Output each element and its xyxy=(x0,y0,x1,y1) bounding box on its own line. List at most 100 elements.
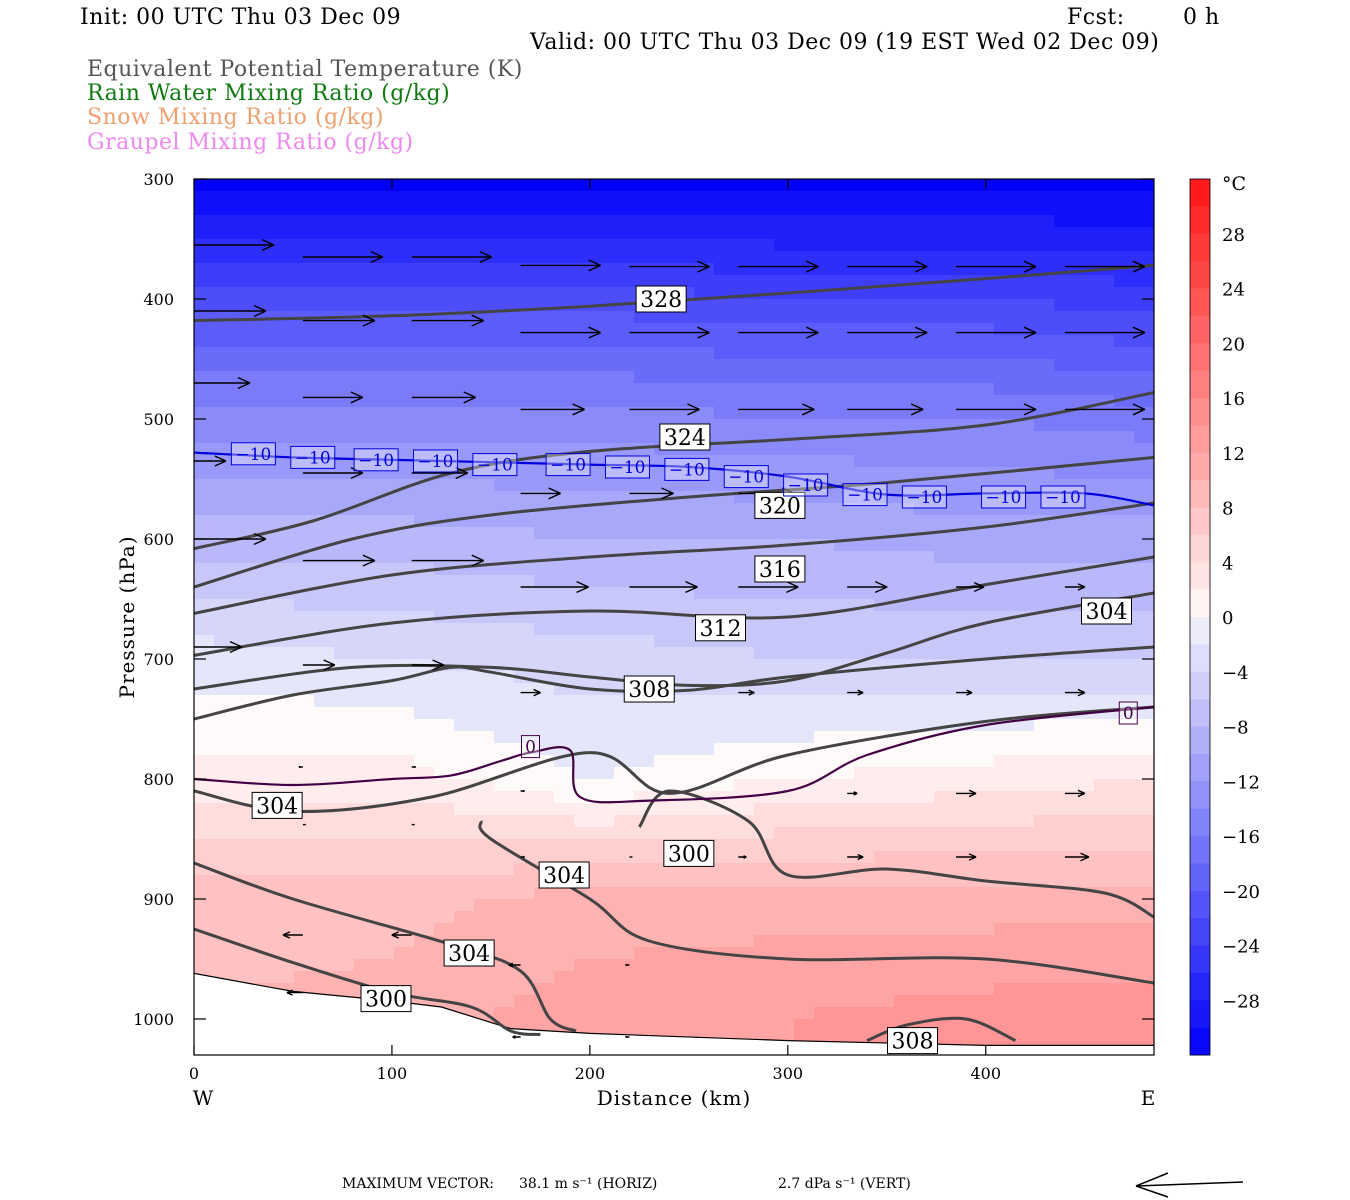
field-cell xyxy=(874,539,895,552)
field-cell xyxy=(494,623,515,636)
field-cell xyxy=(814,491,835,504)
field-cell xyxy=(974,695,995,708)
field-cell xyxy=(1134,779,1154,792)
field-cell xyxy=(1014,743,1035,756)
field-cell xyxy=(374,899,395,912)
field-cell xyxy=(414,755,435,768)
field-cell xyxy=(394,815,415,828)
field-cell xyxy=(794,923,815,936)
field-cell xyxy=(1054,863,1075,876)
field-cell xyxy=(294,431,315,444)
field-cell xyxy=(674,599,695,612)
field-cell xyxy=(694,1007,715,1020)
field-cell xyxy=(294,227,315,240)
field-cell xyxy=(914,899,935,912)
field-cell xyxy=(1114,623,1135,636)
field-cell xyxy=(454,911,475,924)
wind-vector xyxy=(302,314,376,327)
field-cell xyxy=(1074,863,1095,876)
field-cell xyxy=(574,287,595,300)
field-cell xyxy=(754,971,775,984)
field-cell xyxy=(414,179,435,192)
isotherm-line xyxy=(194,705,1154,804)
field-cell xyxy=(374,563,395,576)
field-cell xyxy=(654,719,675,732)
field-cell xyxy=(754,479,775,492)
field-cell xyxy=(1134,803,1154,816)
field-cell xyxy=(574,575,595,588)
field-cell xyxy=(214,923,235,936)
field-cell xyxy=(974,851,995,864)
field-cell xyxy=(1094,1031,1115,1044)
field-cell xyxy=(374,323,395,336)
field-cell xyxy=(334,347,355,360)
field-cell xyxy=(1094,191,1115,204)
field-cell xyxy=(594,311,615,324)
reference-vector-arrow xyxy=(1135,1172,1244,1198)
field-cell xyxy=(394,959,415,972)
field-cell xyxy=(374,863,395,876)
field-cell xyxy=(994,743,1015,756)
field-cell xyxy=(274,335,295,348)
field-cell xyxy=(394,215,415,228)
field-cell xyxy=(1114,371,1135,384)
field-cell xyxy=(314,815,335,828)
field-cell xyxy=(614,407,635,420)
field-cell xyxy=(1034,371,1055,384)
field-cell xyxy=(814,515,835,528)
field-cell xyxy=(914,779,935,792)
field-cell xyxy=(534,887,555,900)
field-cell xyxy=(274,503,295,516)
field-cell xyxy=(334,587,355,600)
field-cell xyxy=(754,251,775,264)
field-cell xyxy=(274,563,295,576)
field-cell xyxy=(334,959,355,972)
field-cell xyxy=(254,611,275,624)
field-cell xyxy=(414,971,435,984)
field-cell xyxy=(894,971,915,984)
field-cell xyxy=(714,503,735,516)
field-cell xyxy=(434,287,455,300)
colorbar-swatch xyxy=(1190,644,1210,673)
field-cell xyxy=(1034,983,1055,996)
field-cell xyxy=(1134,1031,1154,1044)
field-cell xyxy=(354,479,375,492)
field-cell xyxy=(894,383,915,396)
field-cell xyxy=(1054,431,1075,444)
field-cell xyxy=(594,587,615,600)
field-cell xyxy=(854,623,875,636)
field-cell xyxy=(574,971,595,984)
field-cell xyxy=(674,527,695,540)
field-cell xyxy=(254,431,275,444)
field-cell xyxy=(954,455,975,468)
field-cell xyxy=(1014,563,1035,576)
field-cell xyxy=(614,599,635,612)
field-cell xyxy=(214,359,235,372)
field-cell xyxy=(294,611,315,624)
field-cell xyxy=(394,383,415,396)
field-cell xyxy=(234,971,255,984)
forecast-hour: 0 h xyxy=(1183,5,1220,30)
field-cell xyxy=(294,911,315,924)
field-cell xyxy=(334,431,355,444)
colorbar-swatch xyxy=(1190,179,1210,207)
max-vector-horizontal: 38.1 m s⁻¹ (HORIZ) xyxy=(519,1176,658,1192)
field-cell xyxy=(654,263,675,276)
field-cell xyxy=(294,827,315,840)
colorbar-label: 8 xyxy=(1222,499,1233,520)
field-cell xyxy=(354,227,375,240)
field-cell xyxy=(294,755,315,768)
field-cell xyxy=(494,479,515,492)
field-cell xyxy=(1034,887,1055,900)
field-cell xyxy=(394,851,415,864)
field-cell xyxy=(394,263,415,276)
field-cell xyxy=(354,419,375,432)
field-cell xyxy=(534,407,555,420)
field-cell xyxy=(1054,635,1075,648)
field-cell xyxy=(1054,347,1075,360)
field-cell xyxy=(894,959,915,972)
field-cell xyxy=(734,827,755,840)
field-cell xyxy=(1074,395,1095,408)
field-cell xyxy=(1114,995,1135,1008)
field-cell xyxy=(634,755,655,768)
